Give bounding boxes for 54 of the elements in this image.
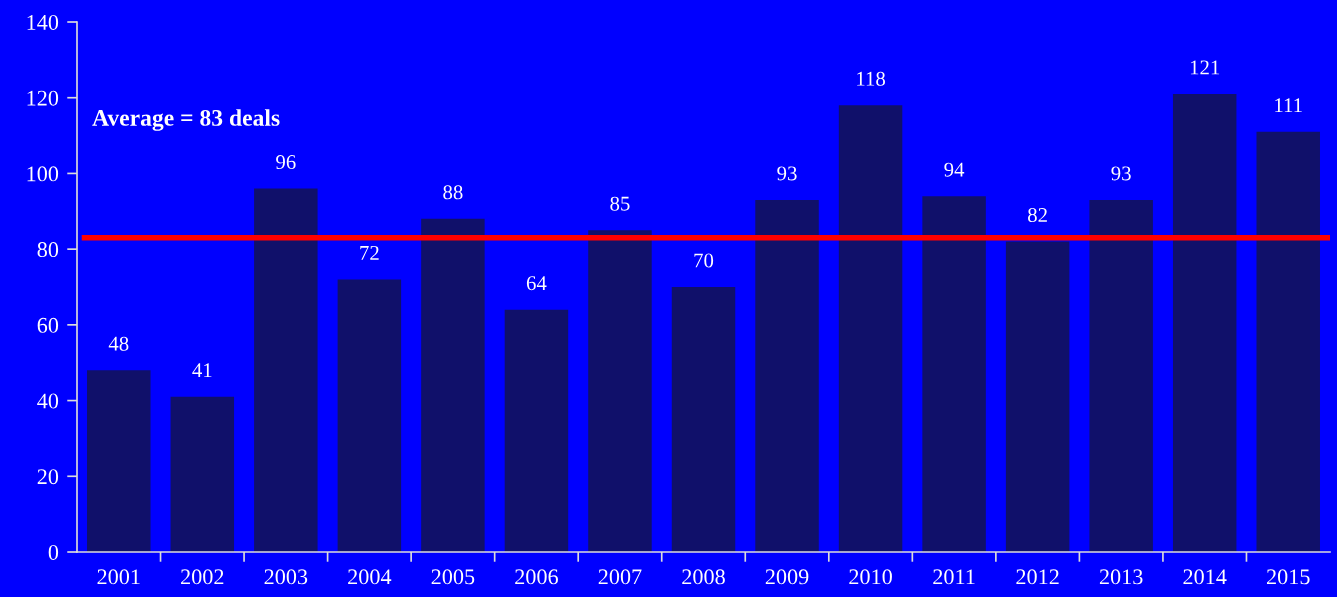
y-tick-label: 60 — [37, 317, 59, 333]
y-tick-label: 100 — [27, 166, 59, 182]
data-label: 82 — [1028, 208, 1047, 223]
y-tick-label: 0 — [48, 544, 59, 560]
bar — [87, 370, 151, 552]
data-label: 94 — [944, 162, 965, 177]
x-tick-label: 2005 — [431, 569, 475, 585]
x-tick-label: 2009 — [765, 569, 809, 585]
data-label: 118 — [857, 71, 886, 86]
x-tick-label: 2011 — [933, 569, 975, 585]
data-label: 121 — [1190, 60, 1220, 75]
y-tick-label: 20 — [37, 469, 59, 485]
x-tick-label: 2012 — [1016, 569, 1059, 585]
data-label: 70 — [694, 253, 714, 268]
bar — [170, 396, 235, 552]
x-tick-label: 2001 — [97, 569, 140, 585]
x-tick-label: 2014 — [1183, 569, 1227, 585]
bar — [337, 279, 402, 552]
data-label: 48 — [108, 336, 129, 351]
bar — [671, 287, 736, 552]
x-tick-label: 2007 — [598, 569, 642, 585]
x-tick-label: 2004 — [348, 569, 392, 585]
data-label: 96 — [276, 155, 296, 170]
y-tick-label: 80 — [37, 242, 59, 258]
annotation: Average = 83 deals — [92, 109, 280, 131]
bar — [421, 218, 485, 552]
bar — [504, 309, 569, 552]
bar — [254, 188, 318, 552]
x-tick-label: 2002 — [181, 569, 224, 585]
y-tick-label: 40 — [37, 393, 59, 409]
bar — [1172, 93, 1237, 552]
bar — [922, 196, 986, 552]
x-tick-label: 2015 — [1266, 569, 1310, 585]
data-label: 88 — [443, 185, 463, 200]
x-tick-label: 2006 — [515, 569, 558, 585]
bar — [755, 199, 819, 552]
data-label: 85 — [610, 196, 630, 211]
x-tick-label: 2003 — [264, 569, 308, 585]
data-label: 93 — [777, 166, 797, 181]
bar — [1005, 241, 1070, 552]
y-tick-label: 140 — [27, 14, 59, 30]
x-tick-label: 2008 — [682, 569, 725, 585]
data-label: 72 — [360, 245, 379, 260]
x-tick-label: 2013 — [1099, 569, 1143, 585]
data-label: 111 — [1275, 98, 1302, 113]
y-tick-label: 120 — [27, 90, 59, 106]
bar — [1256, 131, 1320, 552]
data-label: 93 — [1111, 166, 1131, 181]
data-label: 41 — [192, 363, 212, 378]
data-label: 64 — [526, 276, 547, 291]
bar — [1089, 199, 1153, 552]
bar — [588, 230, 652, 552]
bar — [838, 105, 903, 552]
x-tick-label: 2010 — [849, 569, 892, 585]
